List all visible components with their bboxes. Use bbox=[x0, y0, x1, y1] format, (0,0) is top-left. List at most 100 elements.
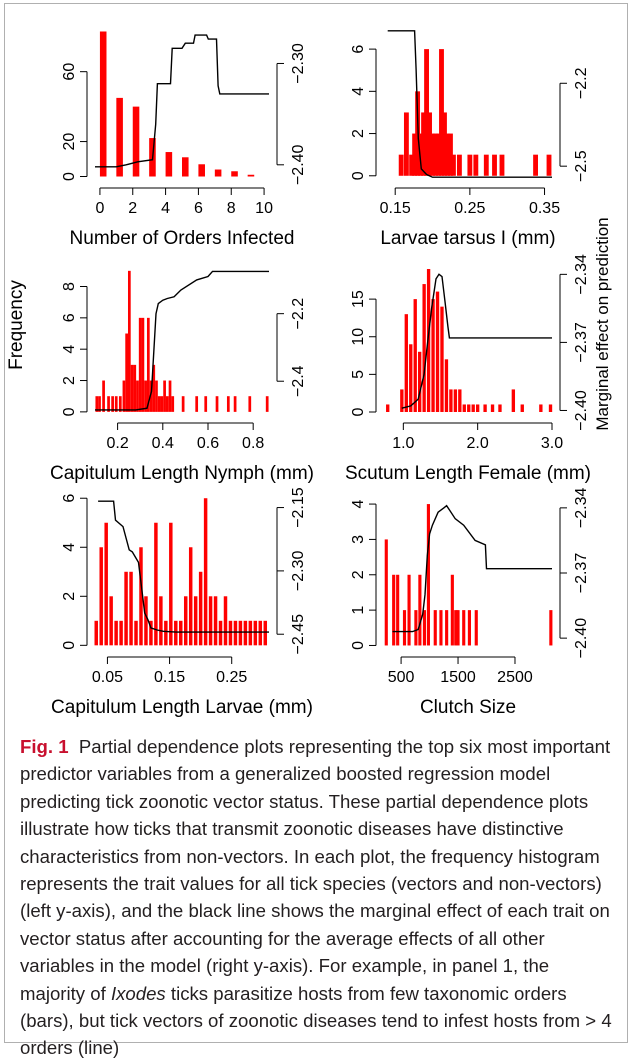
bar-1-1 bbox=[99, 31, 107, 177]
bar-5-7 bbox=[124, 571, 128, 646]
bar-2-2 bbox=[403, 112, 409, 176]
bar-4-8 bbox=[426, 269, 431, 412]
bar-6-5 bbox=[407, 574, 411, 646]
x-tick-label-1-1: 0 bbox=[95, 200, 104, 217]
bar-5-14 bbox=[159, 596, 163, 646]
y2-tick-label-6-1: −2.40 bbox=[573, 618, 590, 659]
bar-1-7 bbox=[198, 164, 205, 177]
bar-2-17 bbox=[451, 154, 456, 176]
bar-5-21 bbox=[193, 596, 198, 646]
y-tick-label-1-1: 0 bbox=[61, 172, 78, 181]
bar-6-1 bbox=[384, 539, 388, 646]
bar-5-16 bbox=[169, 522, 173, 646]
bar-3-15 bbox=[141, 317, 145, 412]
x-tick-label-2-1: 0.15 bbox=[380, 200, 411, 217]
bar-5-10 bbox=[139, 547, 143, 646]
bar-3-6 bbox=[114, 396, 118, 412]
bar-3-12 bbox=[133, 364, 137, 412]
bar-3-16 bbox=[144, 380, 147, 412]
x-tick-label-5-2: 0.15 bbox=[154, 669, 185, 686]
bar-2-12 bbox=[436, 133, 441, 176]
bar-6-17 bbox=[467, 610, 471, 646]
bar-5-8 bbox=[129, 571, 133, 646]
bar-4-1 bbox=[386, 404, 390, 412]
x-tick-label-1-5: 8 bbox=[227, 200, 236, 217]
bar-5-2 bbox=[99, 547, 103, 646]
bar-6-11 bbox=[439, 610, 443, 646]
bar-4-20 bbox=[483, 404, 487, 412]
bar-2-10 bbox=[430, 133, 435, 176]
y-tick-label-5-3: 4 bbox=[61, 543, 78, 552]
x-tick-label-4-1: 1.0 bbox=[392, 435, 414, 452]
bar-5-34 bbox=[258, 620, 263, 646]
y-tick-label-1-2: 20 bbox=[61, 133, 78, 151]
bar-6-14 bbox=[454, 610, 458, 646]
bar-2-9 bbox=[427, 112, 432, 176]
bar-2-25 bbox=[546, 154, 552, 176]
bar-5-33 bbox=[253, 620, 258, 646]
y-tick-label-3-4: 6 bbox=[61, 313, 78, 322]
bar-3-13 bbox=[136, 380, 139, 412]
bar-3-5 bbox=[111, 396, 114, 412]
y-tick-label-3-2: 2 bbox=[61, 376, 78, 385]
bar-3-17 bbox=[146, 317, 150, 412]
y-tick-label-5-1: 0 bbox=[61, 641, 78, 650]
bar-3-8 bbox=[122, 380, 126, 412]
bar-6-9 bbox=[426, 504, 430, 646]
marginal-effect-line-3 bbox=[95, 270, 269, 411]
y2-tick-label-4-3: −2.34 bbox=[573, 254, 590, 295]
bar-2-11 bbox=[433, 133, 438, 176]
bar-5-27 bbox=[223, 596, 228, 646]
bar-5-26 bbox=[218, 620, 223, 646]
bar-6-4 bbox=[402, 610, 407, 646]
y-tick-label-6-3: 2 bbox=[350, 570, 367, 579]
y-tick-label-2-1: 0 bbox=[350, 171, 367, 180]
x-tick-label-3-2: 0.4 bbox=[152, 435, 174, 452]
bar-6-3 bbox=[396, 574, 400, 646]
bar-3-11 bbox=[130, 364, 134, 412]
bar-5-24 bbox=[208, 596, 213, 646]
bar-5-25 bbox=[213, 596, 218, 646]
bar-4-19 bbox=[475, 404, 480, 412]
x-axis-label-2: Larvae tarsus I (mm) bbox=[380, 228, 555, 249]
y2-tick-label-5-1: −2.45 bbox=[290, 614, 307, 655]
x-tick-label-1-3: 4 bbox=[161, 200, 170, 217]
bar-2-20 bbox=[473, 154, 479, 176]
marginal-effect-y-label: Marginal effect on prediction bbox=[593, 217, 612, 430]
bar-5-9 bbox=[134, 620, 138, 646]
bar-4-15 bbox=[458, 389, 462, 412]
bar-3-31 bbox=[226, 396, 230, 412]
panel-1: 0 2 4 6 8 10 0 20 60 −2.40 −2.30 Number of Orders I… bbox=[61, 31, 307, 249]
y-tick-label-6-4: 3 bbox=[350, 535, 367, 544]
bar-5-6 bbox=[119, 620, 123, 646]
bar-4-4 bbox=[409, 344, 413, 412]
bar-3-7 bbox=[118, 396, 122, 412]
bar-3-18 bbox=[149, 380, 153, 412]
x-tick-label-1-4: 6 bbox=[194, 200, 203, 217]
y-tick-label-6-2: 1 bbox=[350, 606, 367, 615]
bar-4-5 bbox=[413, 299, 417, 412]
panel-6: 500 1500 2500 0 1 2 3 4 −2.40 −2.37 −2.34 Clutch Si… bbox=[350, 488, 590, 718]
x-tick-label-5-1: 0.05 bbox=[92, 669, 123, 686]
bar-1-5 bbox=[165, 152, 173, 177]
bar-1-3 bbox=[132, 106, 140, 177]
bar-3-26 bbox=[171, 396, 175, 412]
bar-2-21 bbox=[483, 154, 489, 176]
x-tick-label-6-2: 1500 bbox=[440, 669, 476, 686]
bar-6-18 bbox=[474, 610, 478, 646]
x-tick-label-1-2: 2 bbox=[128, 200, 137, 217]
bar-2-1 bbox=[398, 154, 404, 176]
y-tick-label-1-3: 60 bbox=[61, 63, 78, 81]
bar-5-29 bbox=[233, 620, 238, 646]
bar-3-20 bbox=[155, 380, 158, 412]
bar-5-3 bbox=[104, 522, 108, 646]
y-tick-label-2-3: 4 bbox=[350, 87, 367, 96]
bar-2-15 bbox=[445, 133, 450, 176]
bar-4-16 bbox=[462, 404, 466, 412]
y-tick-label-3-1: 0 bbox=[61, 407, 78, 416]
bar-3-32 bbox=[233, 396, 237, 412]
bar-2-16 bbox=[448, 133, 453, 176]
bar-4-3 bbox=[404, 314, 408, 412]
bar-3-30 bbox=[215, 396, 219, 412]
bar-5-32 bbox=[248, 620, 253, 646]
